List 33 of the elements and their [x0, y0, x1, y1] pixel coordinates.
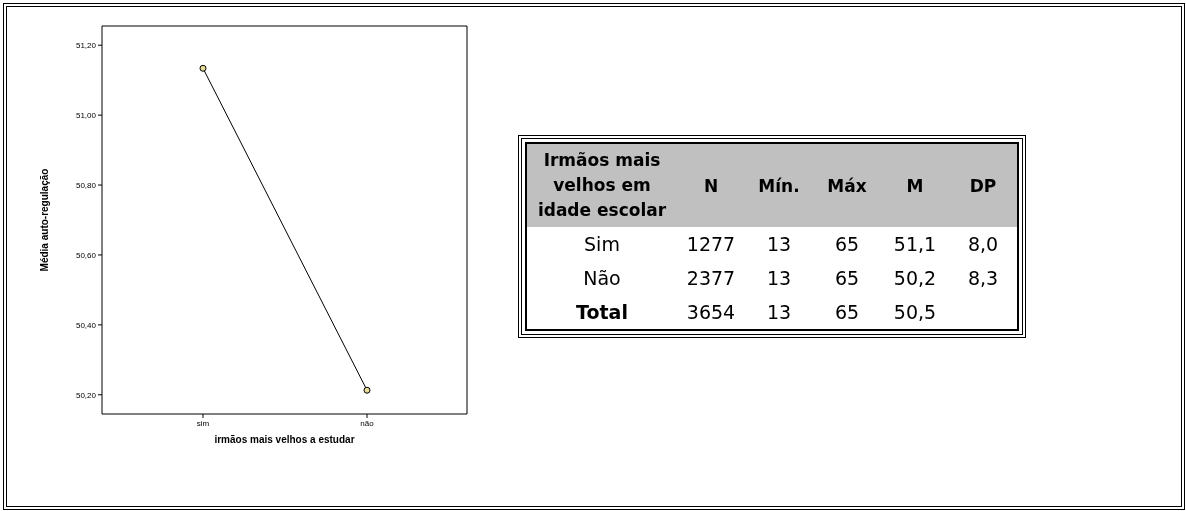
text: Não [582, 266, 622, 291]
data-label: 3654 [685, 300, 737, 325]
category-label: M [881, 144, 949, 227]
data-label: 50,2 [892, 266, 938, 291]
data-label: 2377 [685, 266, 737, 291]
data-label: 8,3 [966, 266, 1000, 291]
y-tick-label: 51,00 [75, 110, 97, 120]
y-axis-title: Média auto-regulação [38, 168, 50, 272]
text: Sim [583, 232, 621, 257]
text: Total [575, 300, 629, 325]
category-label: N [677, 144, 745, 227]
y-tick-label: 50,20 [75, 390, 97, 400]
data-label: 13 [765, 266, 793, 291]
y-tick-label: 50,40 [75, 320, 97, 330]
x-tick-label: sim [196, 418, 210, 428]
data-label: 1277 [685, 232, 737, 257]
data-label: 50,5 [892, 300, 938, 325]
y-tick-label: 51,20 [75, 41, 97, 51]
category-label: DP [949, 144, 1017, 227]
data-label: 13 [765, 232, 793, 257]
x-tick-label: não [360, 418, 375, 428]
data-label: 65 [833, 232, 861, 257]
y-tick-label: 50,80 [75, 180, 97, 190]
category-label: Mín. [745, 144, 813, 227]
data-label: 65 [833, 266, 861, 291]
y-tick-label: 50,60 [75, 250, 97, 260]
data-label: 8,0 [966, 232, 1000, 257]
data-label: 51,1 [892, 232, 938, 257]
text: Irmãos mais velhos em idade escolar [527, 144, 677, 227]
category-label: Máx [813, 144, 881, 227]
data-label: 13 [765, 300, 793, 325]
x-axis-title: irmãos mais velhos a estudar [214, 434, 355, 445]
data-label: 65 [833, 300, 861, 325]
